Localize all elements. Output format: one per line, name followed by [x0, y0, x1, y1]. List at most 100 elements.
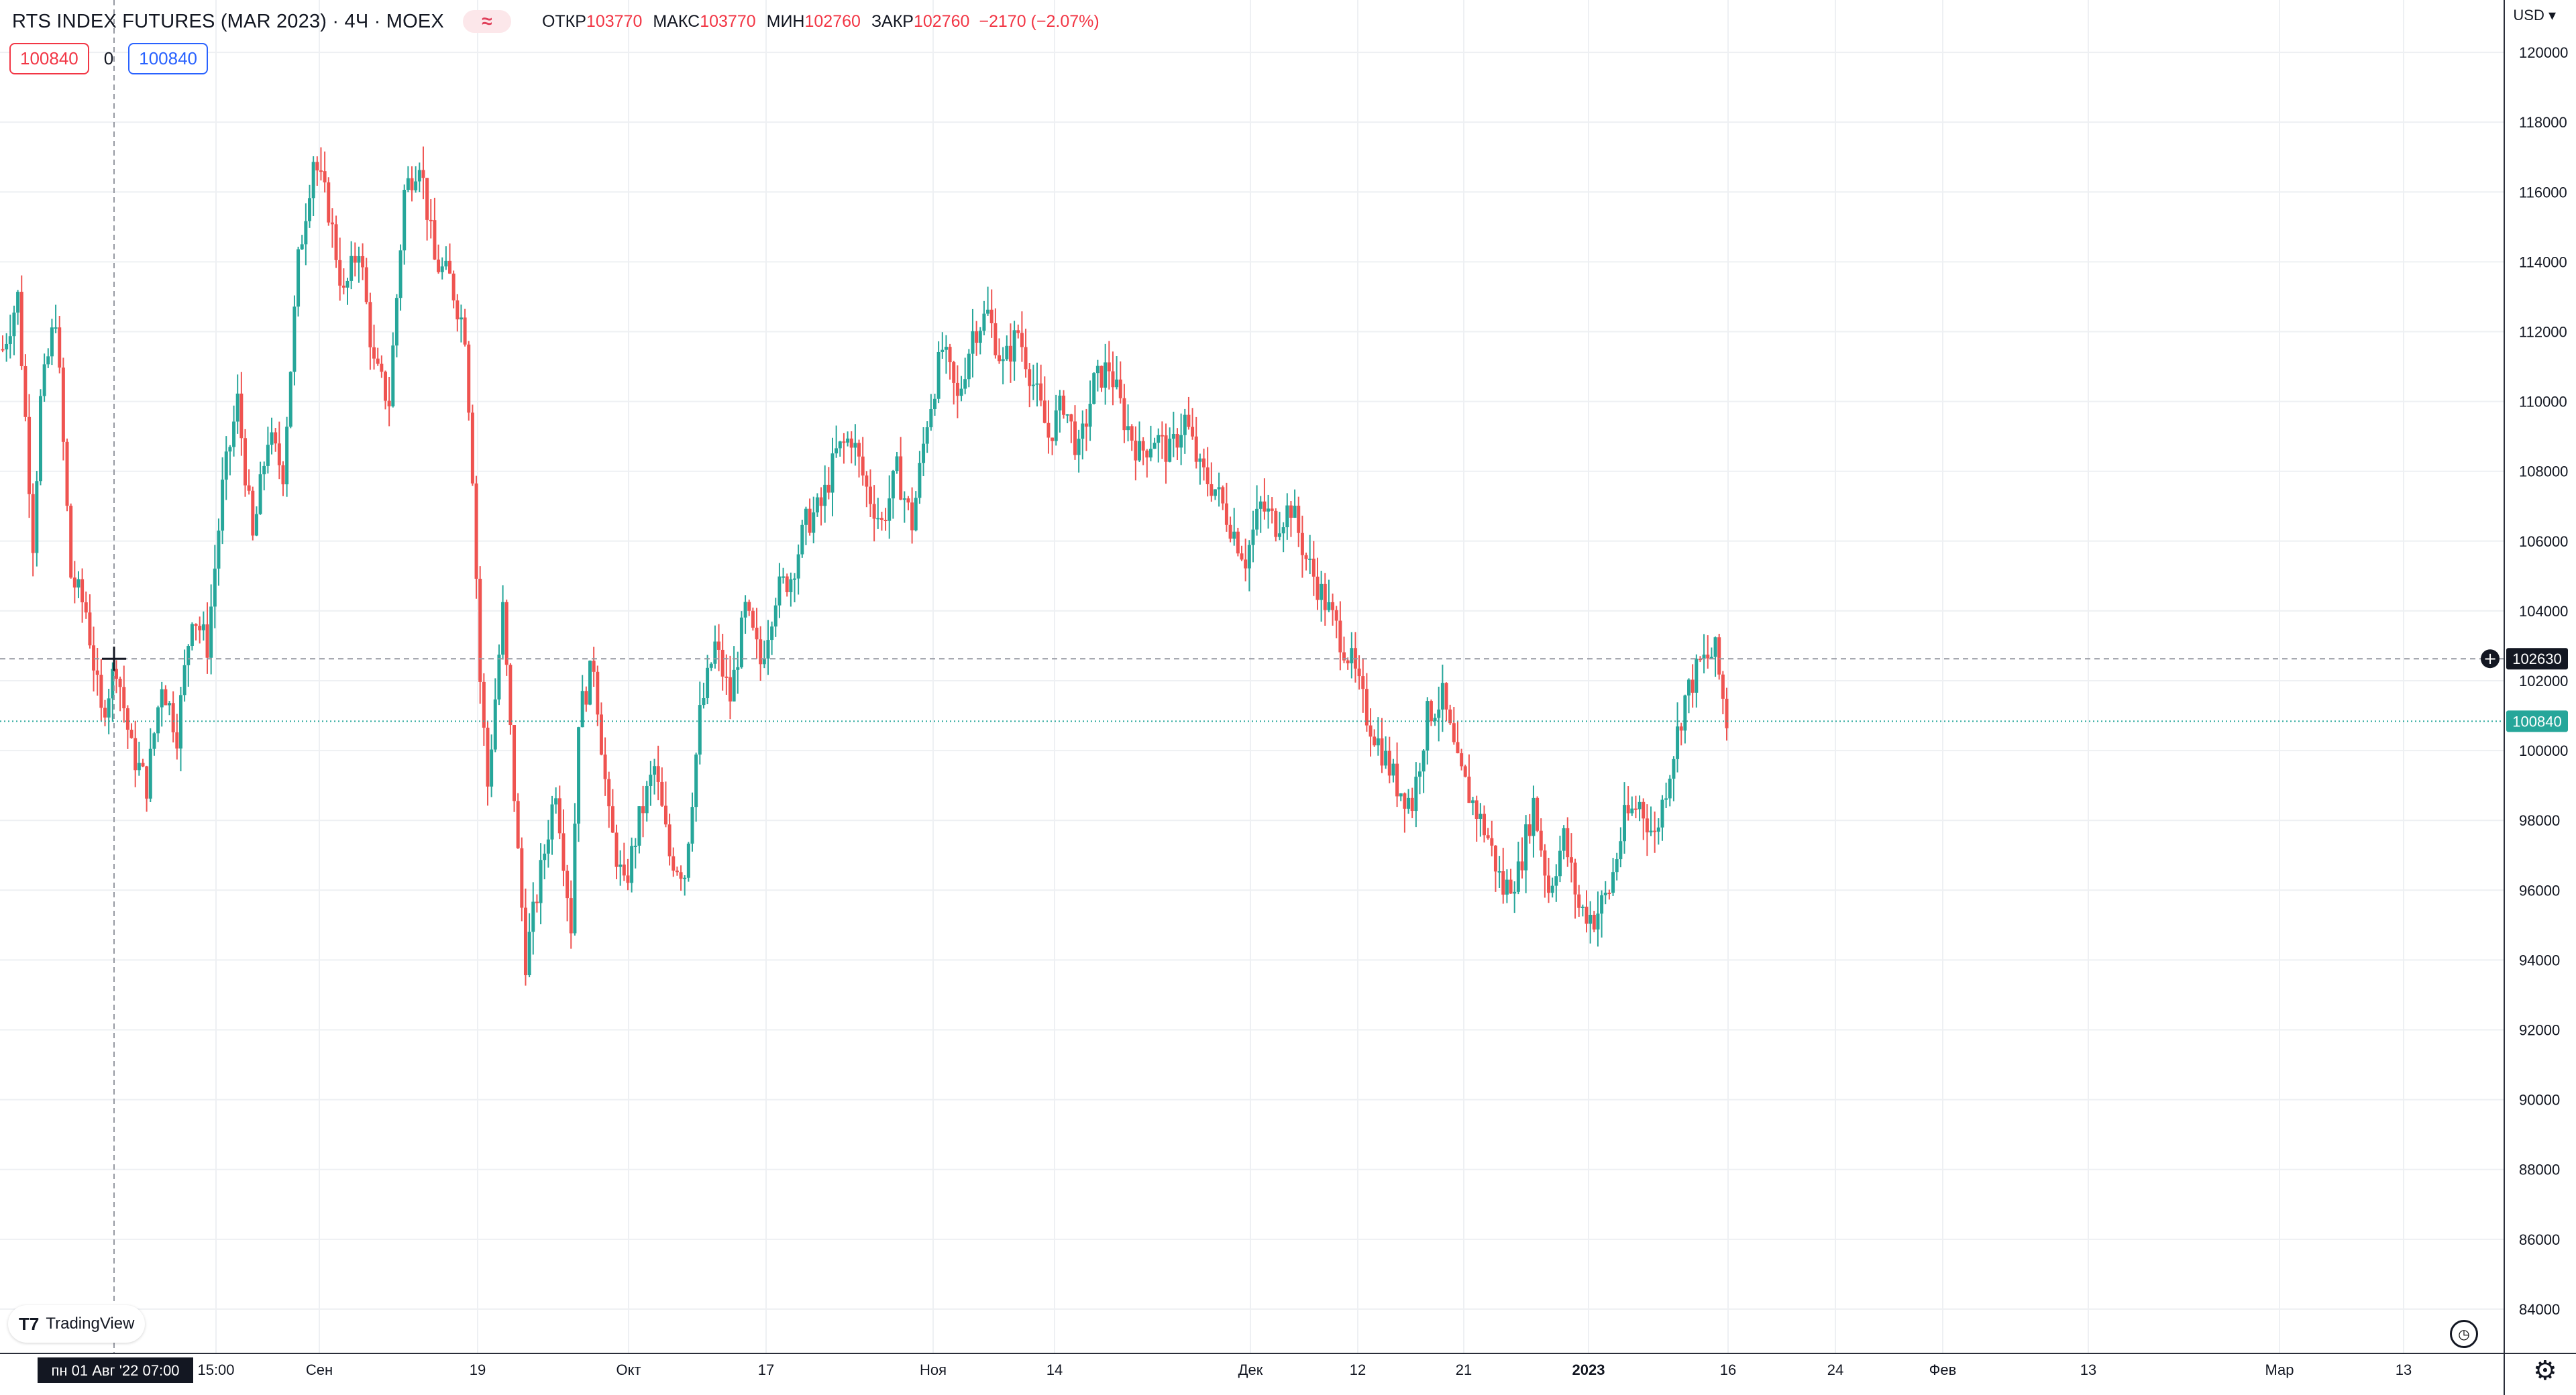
candle-body	[702, 698, 706, 706]
candle-body	[1024, 347, 1028, 370]
candle-body	[812, 512, 816, 533]
candle-body	[1463, 766, 1467, 777]
candle-body	[1440, 683, 1444, 710]
y-tick-label: 88000	[2519, 1162, 2560, 1178]
clock-icon[interactable]: ◷	[2450, 1320, 2478, 1348]
candle-body	[1164, 435, 1168, 462]
candle-body	[838, 441, 842, 449]
candle-body	[1448, 709, 1452, 724]
candle-body	[906, 498, 910, 503]
candle-body	[1573, 862, 1577, 895]
candle-body	[1543, 850, 1547, 876]
candle-body	[1589, 914, 1593, 924]
candle-body	[713, 641, 717, 664]
candle-body	[8, 336, 12, 344]
candle-body	[323, 171, 327, 182]
candle-body	[1497, 871, 1501, 873]
currency-selector[interactable]: USD ▾	[2513, 7, 2556, 23]
candle-body	[755, 627, 759, 640]
candle-body	[353, 256, 357, 263]
candle-body	[297, 249, 301, 307]
candle-body	[16, 292, 20, 313]
candle-body	[1664, 798, 1668, 800]
candle-body	[156, 707, 160, 734]
candle-body	[330, 222, 334, 225]
candle-body	[1148, 449, 1152, 458]
candle-body	[1474, 800, 1479, 819]
candle-body	[1532, 797, 1536, 836]
candle-body	[224, 451, 228, 480]
tradingview-logo[interactable]: T7 TradingView	[8, 1305, 146, 1343]
candle-body	[334, 224, 338, 260]
candle-body	[221, 480, 225, 531]
candle-body	[918, 463, 922, 498]
symbol-title[interactable]: RTS INDEX FUTURES (MAR 2023) · 4Ч · MOEX	[12, 10, 444, 32]
candle-body	[986, 309, 990, 314]
candle-body	[1077, 439, 1081, 455]
candle-body	[451, 273, 455, 300]
candle-body	[425, 178, 429, 220]
buy-button[interactable]: 100840	[128, 43, 208, 74]
candle-body	[1638, 801, 1642, 810]
candle-body	[1479, 814, 1483, 819]
sell-button[interactable]: 100840	[9, 43, 89, 74]
candle-body	[1244, 559, 1248, 569]
y-tick-label: 94000	[2519, 952, 2560, 968]
candle-body	[1547, 875, 1551, 893]
candle-body	[1267, 508, 1271, 512]
candle-body	[1633, 808, 1638, 810]
candle-body	[1092, 373, 1096, 404]
candle-body	[1187, 414, 1191, 427]
candle-body	[1232, 531, 1236, 539]
candle-body	[679, 872, 683, 879]
candle-body	[133, 738, 138, 771]
candle-body	[1687, 679, 1691, 695]
candle-body	[414, 181, 418, 190]
candle-body	[603, 755, 607, 779]
high-label: МАКС	[653, 11, 700, 31]
candle-body	[361, 256, 365, 268]
candle-body	[1630, 808, 1634, 814]
candle-body	[1387, 750, 1391, 776]
gear-icon[interactable]: ⚙	[2533, 1356, 2557, 1386]
candle-body	[720, 649, 724, 677]
candle-body	[1433, 718, 1437, 722]
candle-body	[706, 667, 710, 698]
candle-body	[311, 162, 315, 199]
candle-body	[910, 502, 914, 531]
open-label: ОТКР	[541, 11, 586, 31]
candle-body	[1255, 508, 1259, 530]
candle-body	[1118, 379, 1122, 398]
candle-body	[599, 714, 603, 755]
candle-body	[1403, 793, 1407, 809]
candle-body	[19, 292, 23, 366]
candle-body	[747, 602, 751, 611]
candle-body	[12, 313, 16, 337]
last-price-label: 100840	[2512, 713, 2561, 730]
candle-body	[672, 856, 676, 871]
candle-body	[1373, 736, 1377, 746]
candle-body	[474, 483, 478, 579]
x-tick-label: 2023	[1572, 1361, 1605, 1378]
candle-body	[281, 465, 285, 485]
x-tick-label: Дек	[1238, 1361, 1263, 1378]
candle-body	[868, 486, 872, 504]
candle-body	[1384, 750, 1388, 766]
compare-badge[interactable]: ≈	[462, 10, 511, 33]
candle-body	[1611, 872, 1615, 893]
candle-body	[1368, 725, 1373, 737]
candle-body	[1346, 660, 1350, 664]
candle-body	[1417, 771, 1421, 777]
candle-body	[1520, 861, 1524, 871]
candle-body	[228, 447, 232, 452]
candle-body	[417, 170, 421, 182]
candle-body	[645, 785, 649, 814]
candle-body	[1429, 701, 1433, 722]
candle-body	[190, 624, 194, 647]
candle-body	[1145, 450, 1149, 458]
candle-body	[493, 699, 497, 750]
candle-body	[391, 345, 395, 406]
y-tick-label: 100000	[2519, 742, 2568, 759]
